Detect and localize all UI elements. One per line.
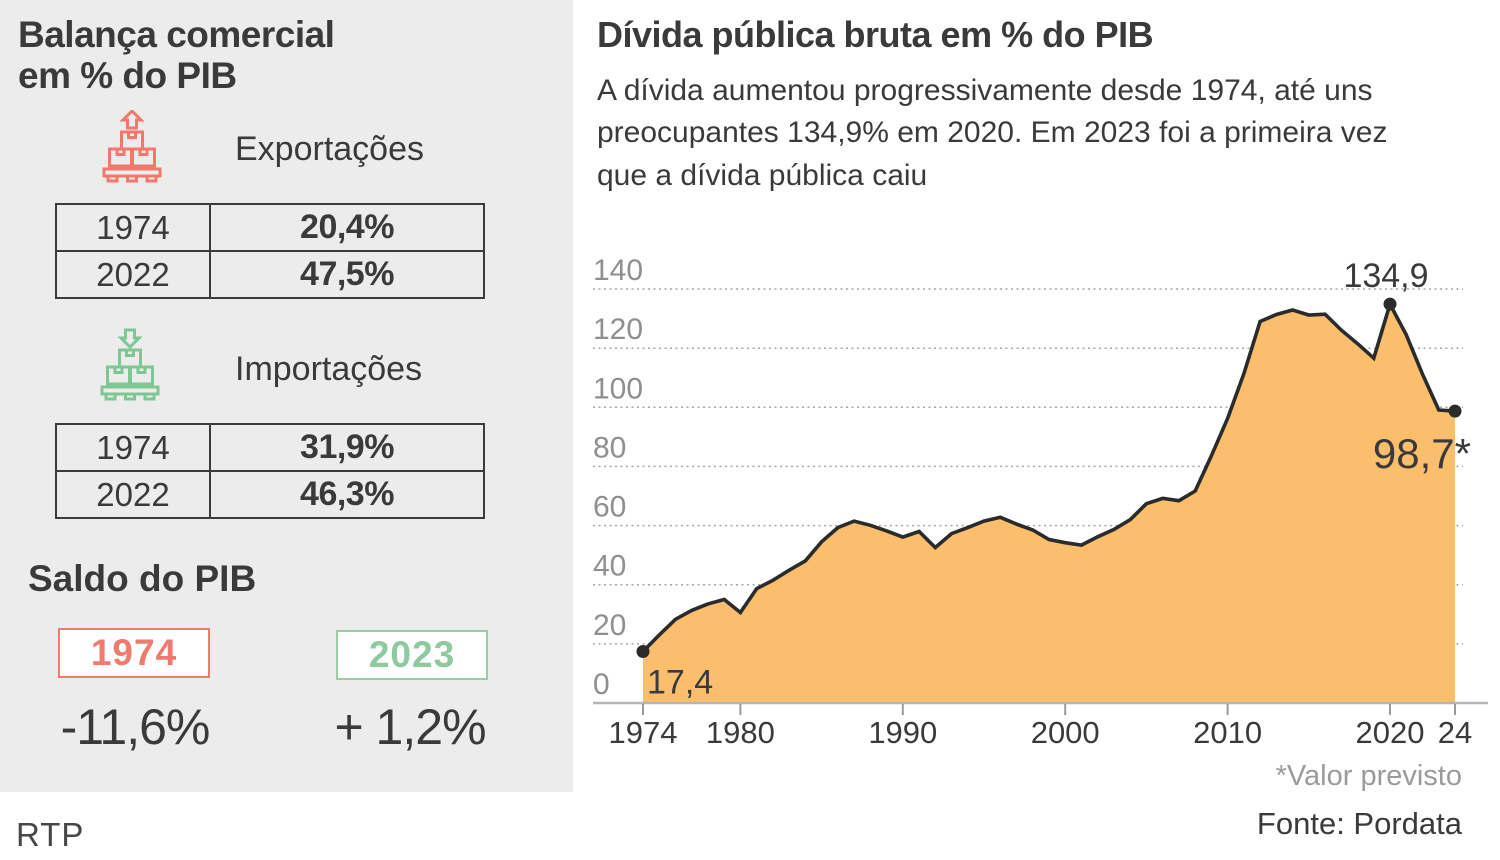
brand-logo: RTP (16, 816, 85, 853)
y-tick-label-40: 40 (593, 550, 626, 583)
imports-table: 1974 31,9% 2022 46,3% (55, 423, 485, 519)
exports-table: 1974 20,4% 2022 47,5% (55, 203, 485, 299)
saldo-2023-value: + 1,2% (334, 699, 486, 755)
y-tick-label-60: 60 (593, 491, 626, 524)
annotation-1974: 17,4 (647, 664, 713, 702)
exports-pallet-up-icon (98, 110, 166, 184)
imports-label: Importações (235, 350, 423, 388)
trade-balance-panel: Balança comercial em % do PIB Exportaçõe… (0, 0, 573, 792)
table-row: 1974 20,4% (55, 203, 485, 252)
debt-line (641, 299, 1456, 653)
x-tick-label-2020: 2020 (1356, 715, 1425, 750)
y-tick-label-100: 100 (593, 372, 643, 405)
y-tick-label-120: 120 (593, 313, 643, 346)
exports-value-2022: 47,5% (209, 250, 485, 299)
y-tick-label-0: 0 (593, 668, 610, 701)
x-tick-label-1980: 1980 (706, 715, 775, 750)
chart-source: Fonte: Pordata (1256, 806, 1462, 841)
imports-pallet-down-icon (96, 328, 164, 402)
y-tick-label-140: 140 (593, 254, 643, 287)
data-point-1974 (636, 645, 650, 658)
imports-value-1974: 31,9% (209, 423, 485, 472)
debt-area (643, 304, 1455, 703)
saldo-1974-badge: 1974 (58, 628, 210, 678)
exports-year-2022: 2022 (55, 250, 211, 299)
x-tick-label-2000: 2000 (1031, 715, 1100, 750)
saldo-1974-value: -11,6% (60, 699, 211, 755)
exports-value-1974: 20,4% (209, 203, 485, 252)
trade-balance-title: Balança comercial em % do PIB (18, 14, 335, 97)
saldo-title: Saldo do PIB (28, 558, 257, 599)
table-row: 1974 31,9% (55, 423, 485, 472)
chart-footnote: *Valor previsto (1275, 760, 1462, 792)
imports-year-2022: 2022 (55, 470, 211, 519)
x-tick-label-2010: 2010 (1193, 715, 1262, 750)
x-tick-label-1974: 1974 (609, 715, 678, 750)
saldo-2023-badge: 2023 (336, 630, 488, 680)
data-point-2024 (1448, 404, 1462, 418)
table-row: 2022 46,3% (55, 470, 485, 519)
annotation-2024: 98,7* (1373, 430, 1471, 477)
data-point-2020 (1383, 297, 1397, 311)
exports-label: Exportações (235, 130, 424, 168)
x-tick-label-24: 24 (1438, 715, 1472, 750)
chart-title: Dívida pública bruta em % do PIB (597, 14, 1154, 55)
x-tick-label-1990: 1990 (868, 715, 937, 750)
table-row: 2022 47,5% (55, 250, 485, 299)
debt-area-chart: 0 20 40 60 80 100 120 140 1974 1980 1990 2000 2010 20… (593, 254, 1488, 750)
chart-subtitle: A dívida aumentou progressivamente desde… (597, 74, 1388, 192)
imports-year-1974: 1974 (55, 423, 211, 472)
y-tick-label-80: 80 (593, 431, 626, 464)
y-tick-label-20: 20 (593, 609, 626, 642)
imports-value-2022: 46,3% (209, 470, 485, 519)
exports-year-1974: 1974 (55, 203, 211, 252)
annotation-2020: 134,9 (1343, 257, 1428, 295)
